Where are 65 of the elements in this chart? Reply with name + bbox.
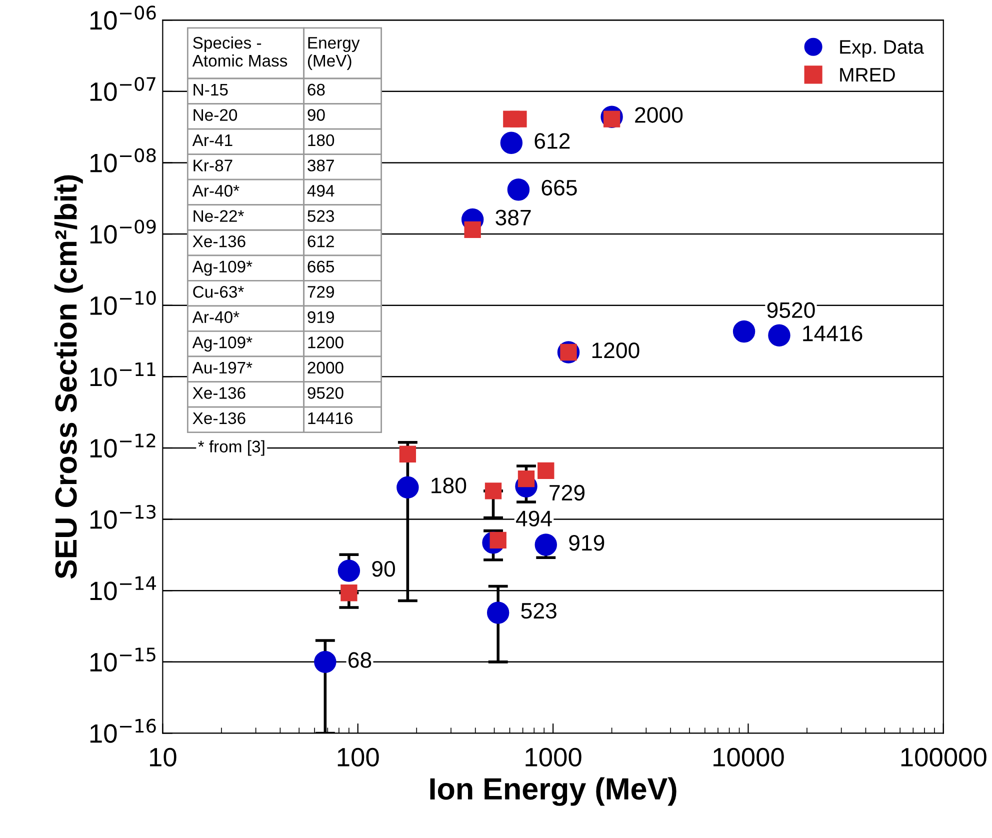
y-tick-label: 10$^{−15}$ — [90, 648, 156, 672]
annotation: 387 — [308, 160, 334, 172]
annotation: Ag-109* — [192, 336, 252, 352]
annotation: 180 — [432, 478, 466, 494]
annotation: 387 — [496, 210, 531, 226]
annotation: 665 — [542, 180, 577, 196]
annotation: 9520 — [767, 302, 815, 318]
annotation: 68 — [308, 84, 325, 96]
annotation: Ar-40* — [192, 311, 240, 324]
y-tick-label: 10$^{−09}$ — [90, 220, 156, 244]
annotation: Energy (MeV) — [308, 37, 360, 70]
annotation: 523 — [308, 210, 334, 222]
annotation: Au-197* — [192, 362, 252, 374]
annotation: Xe-136 — [192, 412, 246, 424]
y-tick-label: 10$^{−08}$ — [90, 148, 156, 172]
annotation: Kr-87 — [194, 160, 232, 172]
annotation: Species - Atomic Mass — [192, 36, 288, 67]
annotation: Ag-109* — [192, 260, 252, 276]
y-tick-label: 10$^{−06}$ — [90, 6, 156, 30]
annotation: 90 — [372, 560, 396, 577]
y-tick-label: 10$^{−12}$ — [90, 434, 156, 458]
annotation: Ar-41 — [192, 134, 232, 146]
annotation: 665 — [308, 260, 334, 273]
annotation: Cu-63* — [193, 286, 244, 298]
x-tick-label: 1000 — [526, 748, 582, 767]
annotation: 14416 — [803, 326, 862, 342]
annotation: 919 — [569, 534, 604, 551]
x-tick-label: 10000 — [714, 748, 784, 767]
annotation: 729 — [550, 484, 584, 501]
annotation: 2000 — [308, 362, 344, 374]
annotation: N-15 — [194, 84, 228, 96]
annotation: 14416 — [308, 412, 353, 424]
annotation: 523 — [521, 602, 556, 619]
annotation: 612 — [308, 235, 334, 248]
y-tick-label: 10$^{−10}$ — [90, 290, 156, 315]
annotation: 68 — [348, 652, 372, 668]
annotation: 1200 — [592, 342, 640, 358]
x-tick-label: 100000 — [901, 748, 986, 767]
annotation: 1200 — [308, 336, 344, 348]
annotation: 90 — [308, 109, 325, 121]
x-axis-title: Ion Energy (MeV) — [430, 777, 676, 806]
y-tick-label: 10$^{−13}$ — [90, 504, 156, 529]
x-tick-label: 100 — [338, 748, 379, 767]
annotation: 919 — [308, 311, 334, 324]
y-tick-label: 10$^{−14}$ — [90, 576, 156, 600]
annotation: Ar-40* — [192, 184, 240, 197]
annotation: 494 — [516, 510, 552, 526]
y-tick-label: 10$^{−07}$ — [90, 76, 156, 102]
annotation: 494 — [307, 184, 334, 197]
annotation: Xe-136 — [192, 235, 246, 248]
annotation: Ne-20 — [194, 109, 238, 121]
annotation: 9520 — [308, 387, 344, 399]
y-tick-label: 10$^{−16}$ — [90, 718, 156, 743]
annotation: 2000 — [635, 107, 683, 123]
legend-label: Exp. Data — [840, 40, 924, 58]
annotation: * from [3] — [198, 440, 264, 456]
annotation: 180 — [308, 134, 334, 146]
annotation: 612 — [534, 133, 570, 149]
legend-label: MRED — [840, 68, 895, 82]
annotation: 729 — [308, 286, 334, 298]
annotation: Xe-136 — [192, 387, 246, 399]
y-tick-label: 10$^{−11}$ — [90, 362, 156, 386]
x-tick-label: 10 — [150, 748, 176, 767]
y-axis-title: SEU Cross Section (cm²/bit) — [54, 175, 83, 579]
annotation: Ne-22* — [194, 210, 244, 222]
